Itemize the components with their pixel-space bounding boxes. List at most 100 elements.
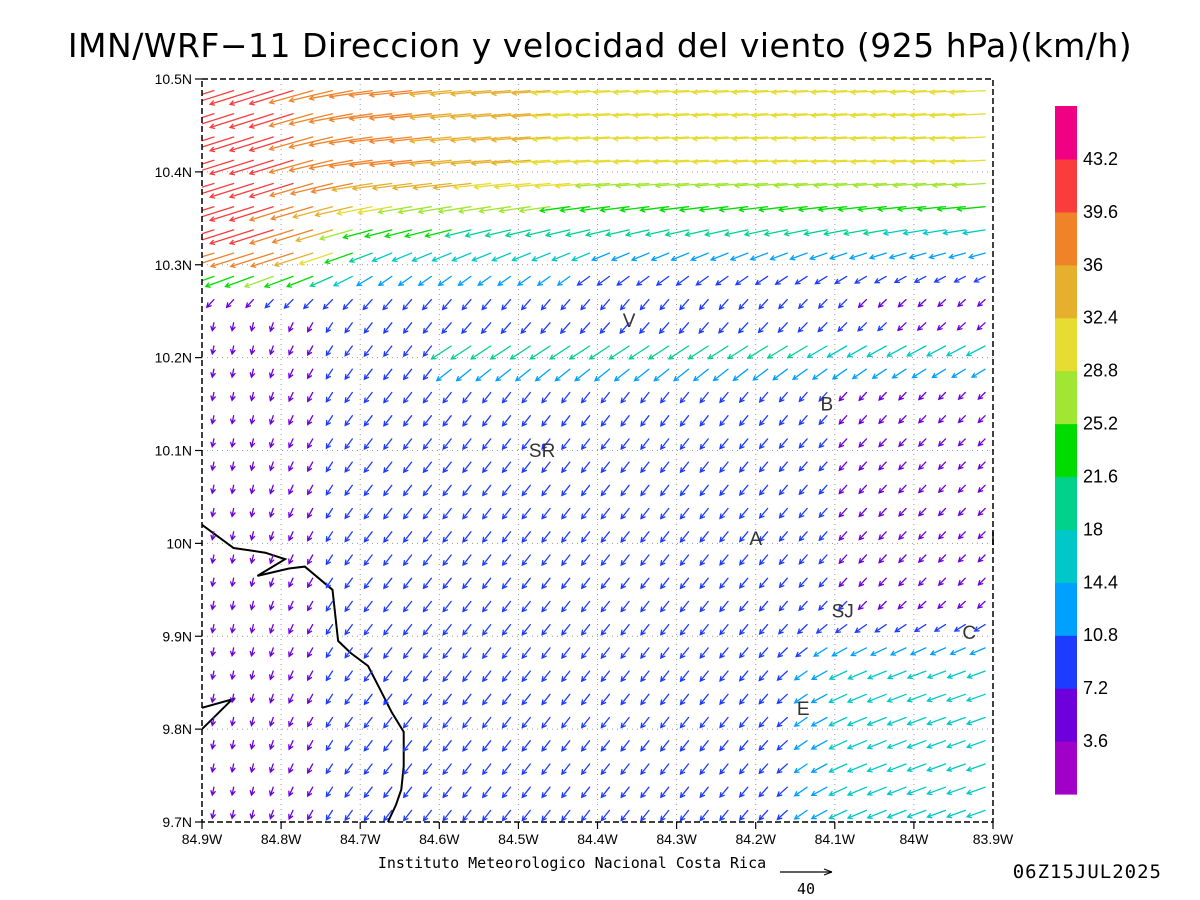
wind-vector: [268, 136, 314, 151]
wind-vector: [561, 391, 571, 404]
wind-vector: [269, 670, 275, 681]
wind-vector: [501, 763, 512, 776]
wind-vector: [249, 577, 256, 588]
wind-vector: [449, 136, 492, 144]
wind-vector: [590, 252, 611, 262]
wind-vector: [600, 507, 611, 520]
wind-vector: [965, 809, 986, 819]
wind-vector: [561, 786, 571, 799]
x-axis: 84.9W 84.8W 84.7W 84.6W 84.5W 84.4W 84.3W 84.2W…: [182, 822, 1014, 847]
wind-vector: [640, 507, 650, 520]
wind-vector: [713, 182, 749, 189]
wind-vector: [620, 600, 630, 613]
wind-vector: [770, 112, 808, 119]
wind-vector: [408, 136, 452, 144]
wind-vector: [521, 415, 531, 427]
wind-vector: [679, 786, 690, 799]
wind-vector: [308, 113, 353, 124]
wind-vector: [348, 113, 393, 122]
wind-vector: [470, 113, 512, 120]
wind-vector: [640, 438, 650, 451]
reference-vector-label: 40: [797, 880, 815, 898]
wind-vector: [851, 368, 868, 380]
wind-vector: [619, 322, 630, 335]
wind-vector: [600, 763, 611, 776]
wind-vector: [652, 112, 690, 119]
wind-vector: [812, 182, 848, 189]
wind-vector: [778, 484, 788, 496]
wind-vector: [268, 159, 314, 175]
wind-vector: [727, 345, 749, 360]
wind-vector: [430, 345, 452, 360]
wind-vector: [208, 89, 255, 106]
wind-vector: [956, 206, 986, 212]
wind-vector: [442, 577, 452, 590]
wind-vector: [600, 716, 611, 729]
wind-vector: [501, 438, 512, 451]
wind-vector: [640, 554, 650, 567]
wind-vector: [837, 322, 848, 333]
wind-vector: [719, 786, 729, 799]
wind-vector: [288, 693, 294, 705]
wind-vector: [363, 763, 373, 775]
wind-vector: [529, 345, 551, 360]
wind-vector: [877, 298, 887, 308]
wind-vector: [230, 600, 236, 611]
wind-vector: [719, 740, 729, 752]
wind-vector: [770, 135, 808, 142]
wind-vector: [838, 461, 848, 472]
wind-vector: [846, 809, 868, 820]
wind-vector: [810, 716, 828, 727]
wind-vector: [672, 159, 709, 165]
wind-vector: [269, 531, 275, 542]
wind-vector: [733, 182, 769, 189]
wind-vector: [363, 600, 373, 613]
wind-vector: [838, 415, 848, 425]
wind-vector: [202, 229, 215, 235]
wind-vector: [551, 113, 591, 119]
wind-vector: [269, 554, 275, 565]
wind-vector: [402, 716, 413, 729]
wind-vector: [719, 484, 729, 497]
wind-vector: [520, 322, 531, 335]
wind-vector: [898, 507, 907, 517]
wind-vector: [331, 182, 373, 193]
wind-vector: [462, 670, 472, 683]
wind-vector: [810, 159, 848, 165]
wind-vector: [957, 484, 966, 494]
wind-vector: [288, 89, 334, 103]
wind-vector: [818, 438, 828, 449]
wind-vector: [898, 438, 907, 448]
wind-vector: [738, 809, 749, 822]
wind-vector: [477, 275, 492, 286]
wind-vector: [516, 275, 531, 287]
wind-vector: [363, 345, 373, 358]
wind-vector: [798, 507, 808, 519]
wind-vector: [758, 647, 769, 659]
wind-vector: [917, 531, 927, 540]
wind-vector: [937, 438, 947, 447]
wind-vector: [719, 809, 729, 822]
wind-vector: [490, 136, 531, 143]
wind-vector: [559, 322, 571, 335]
wind-vector: [659, 809, 670, 822]
wind-vector: [230, 438, 236, 449]
wind-vector: [886, 693, 907, 703]
wind-vector: [249, 484, 256, 495]
wind-vector: [965, 693, 986, 703]
wind-vector: [325, 461, 334, 473]
wind-vector: [208, 182, 255, 199]
wind-vector: [678, 322, 690, 335]
wind-vector: [269, 461, 275, 472]
wind-vector: [269, 415, 275, 426]
wind-vector: [289, 182, 334, 196]
wind-vector: [531, 159, 571, 166]
wind-vector: [620, 391, 630, 404]
wind-vector: [970, 368, 986, 378]
wind-vector: [552, 159, 591, 166]
wind-vector: [659, 670, 670, 683]
wind-vector: [886, 345, 907, 357]
wind-vector: [383, 322, 393, 334]
wind-vector: [344, 600, 353, 613]
wind-vector: [249, 670, 256, 681]
